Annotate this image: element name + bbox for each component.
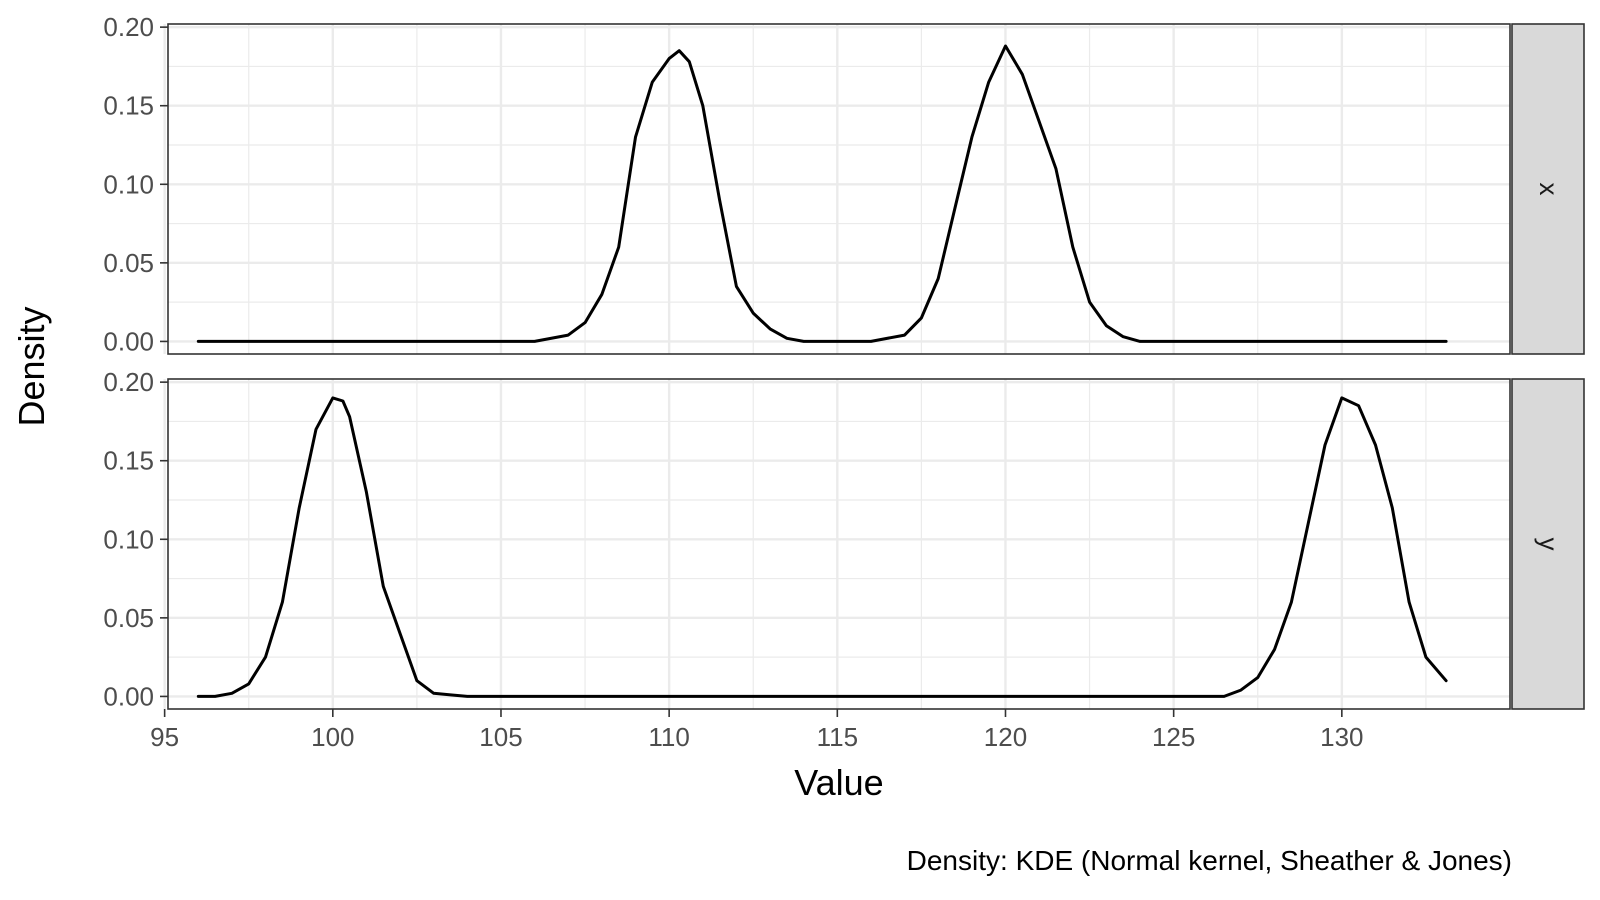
- x-tick-label: 120: [984, 722, 1027, 752]
- panel-background: [168, 24, 1510, 354]
- y-tick-label: 0.10: [103, 169, 154, 199]
- density-line-y: [196, 396, 1448, 698]
- x-tick-label: 100: [311, 722, 354, 752]
- y-tick-label: 0.10: [103, 524, 154, 554]
- y-tick-label: 0.05: [103, 248, 154, 278]
- facet-strip-label: y: [1534, 538, 1564, 551]
- x-tick-label: 130: [1320, 722, 1363, 752]
- facet-panel-x: 0.00 0.05 0.10 0.15 0.20 x: [103, 12, 1585, 356]
- facet-strip-x: [1511, 23, 1585, 355]
- x-tick-label: 95: [150, 722, 179, 752]
- y-tick-label: 0.20: [103, 12, 154, 42]
- x-axis-title: Value: [794, 762, 883, 803]
- y-tick-label: 0.00: [103, 681, 154, 711]
- x-tick-label: 105: [479, 722, 522, 752]
- facet-strip-label: x: [1534, 183, 1564, 196]
- x-tick-label: 125: [1152, 722, 1195, 752]
- x-tick-label: 115: [817, 722, 858, 752]
- y-tick-label: 0.15: [103, 446, 154, 476]
- y-tick-label: 0.00: [103, 326, 154, 356]
- chart-caption: Density: KDE (Normal kernel, Sheather & …: [907, 845, 1512, 876]
- y-tick-label: 0.15: [103, 91, 154, 121]
- panel-background: [168, 379, 1510, 709]
- y-axis-title: Density: [11, 306, 52, 426]
- y-tick-label: 0.20: [103, 367, 154, 397]
- x-tick-label: 110: [648, 722, 689, 752]
- facet-panel-y: 0.00 0.05 0.10 0.15 0.20 y: [103, 367, 1585, 711]
- panel-border: [167, 378, 1511, 710]
- facet-strip-y: [1511, 378, 1585, 710]
- panel-border: [167, 23, 1511, 355]
- y-tick-label: 0.05: [103, 603, 154, 633]
- density-line-x: [196, 44, 1448, 343]
